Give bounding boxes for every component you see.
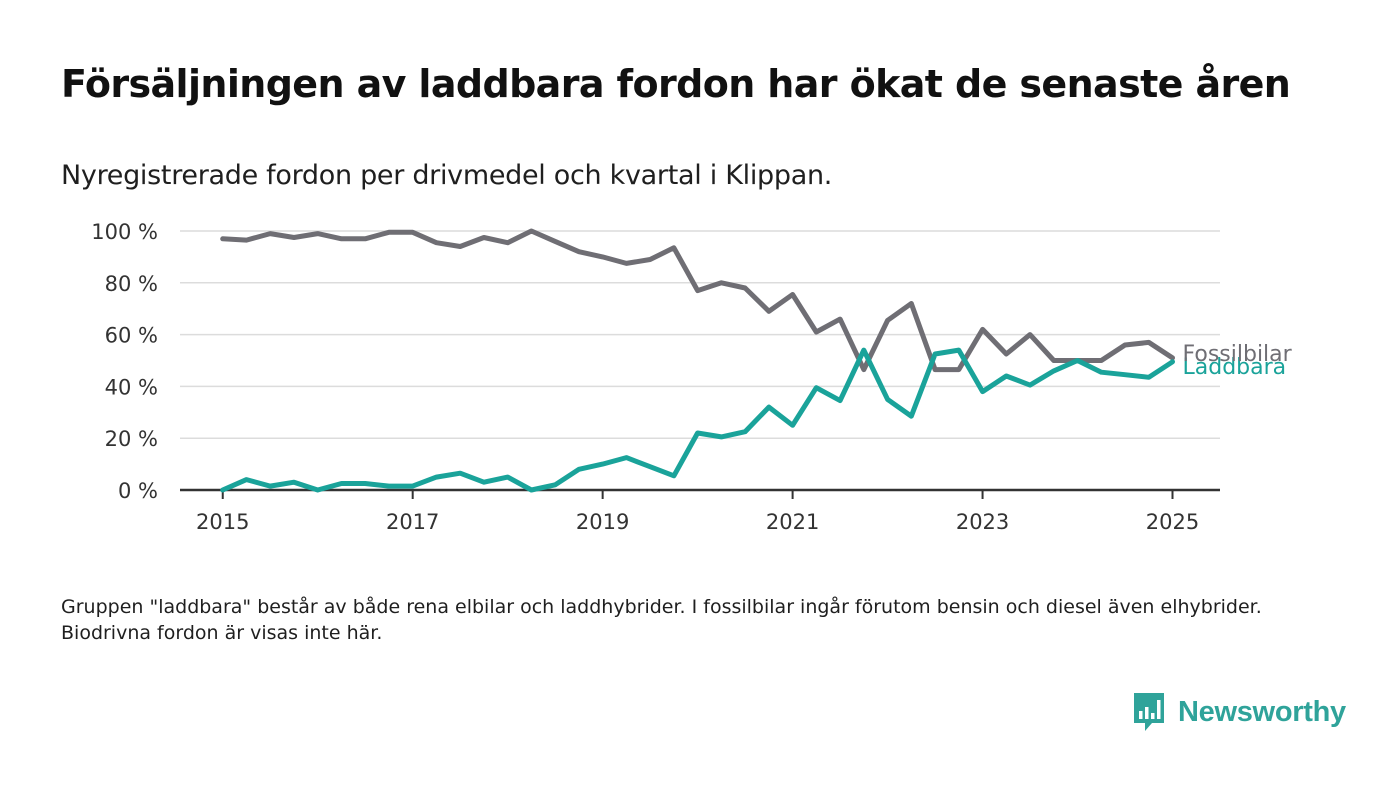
y-tick-label: 0 %: [118, 479, 158, 503]
chart-subtitle: Nyregistrerade fordon per drivmedel och …: [61, 160, 833, 191]
brand-name: Newsworthy: [1178, 695, 1346, 728]
x-tick-label: 2025: [1146, 510, 1199, 534]
series-line-fossilbilar: [220, 228, 1175, 373]
y-tick-label: 80 %: [105, 272, 158, 296]
x-tick-label: 2015: [196, 510, 249, 534]
y-axis-ticks: 0 % 20 % 40 % 60 % 80 % 100 %: [91, 220, 158, 503]
x-tick-label: 2019: [576, 510, 629, 534]
series-label-laddbara: Laddbara: [1183, 355, 1287, 380]
y-tick-label: 40 %: [105, 375, 158, 399]
y-tick-label: 20 %: [105, 427, 158, 451]
chart-title: Försäljningen av laddbara fordon har öka…: [61, 62, 1291, 106]
y-tick-label: 60 %: [105, 324, 158, 348]
series-line-laddbara: [220, 347, 1175, 493]
x-tick-label: 2021: [766, 510, 819, 534]
line-chart: 0 % 20 % 40 % 60 % 80 % 100 % 2015 2017 2019 202…: [91, 220, 1298, 534]
x-tick-label: 2017: [386, 510, 439, 534]
gridlines: [180, 230, 1220, 439]
x-tick-label: 2023: [956, 510, 1009, 534]
brand-logo[interactable]: Newsworthy: [1132, 691, 1346, 733]
y-tick-label: 100 %: [91, 220, 158, 244]
x-axis-ticks: 2015 2017 2019 2021 2023 2025: [196, 490, 1199, 534]
series-label-fossilbilar: Fossilbilar: [1183, 342, 1293, 367]
footnote: Gruppen "laddbara" består av både rena e…: [61, 596, 1262, 644]
newsworthy-logo-icon: [1134, 693, 1164, 731]
label-backdrop: [1182, 353, 1298, 374]
series-lines: [220, 228, 1175, 493]
